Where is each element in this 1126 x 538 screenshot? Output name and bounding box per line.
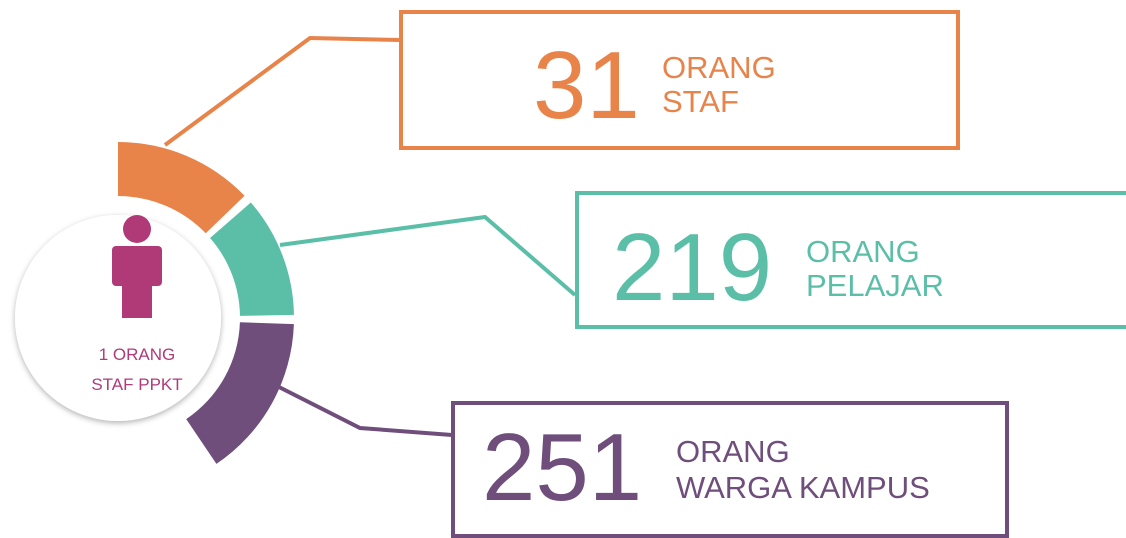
center-line2: STAF PPKT	[91, 375, 182, 394]
number: 251	[482, 414, 642, 521]
box-pelajar	[575, 191, 1126, 329]
connectors	[163, 35, 577, 437]
ring-segment	[210, 202, 294, 316]
box-warga	[451, 401, 1009, 538]
ring-segment	[118, 142, 245, 234]
center-line1: 1 ORANG	[99, 345, 176, 364]
label-line2: PELAJAR	[806, 268, 944, 303]
label-line1: ORANG	[806, 234, 920, 269]
box-staf	[399, 10, 960, 150]
label-line1: ORANG	[662, 50, 776, 85]
label-line2: WARGA KAMPUS	[676, 470, 930, 505]
ring-segment	[186, 322, 294, 464]
number: 31	[533, 32, 640, 139]
label-line1: ORANG	[676, 434, 790, 469]
center-circle	[15, 215, 221, 421]
ring	[118, 142, 294, 464]
number: 219	[612, 214, 772, 321]
label-line2: STAF	[662, 84, 739, 119]
person-icon	[112, 215, 162, 318]
